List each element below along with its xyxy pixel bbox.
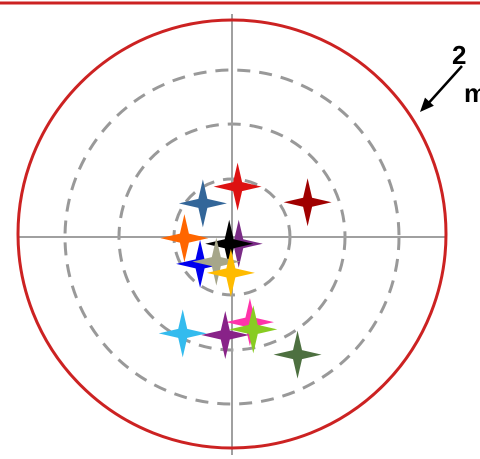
- marker-light-green: [229, 305, 278, 354]
- marker-blue: [176, 239, 225, 288]
- marker-steel-blue: [178, 179, 227, 228]
- marker-black: [205, 219, 254, 268]
- marker-group: [158, 162, 332, 379]
- marker-violet: [201, 311, 250, 359]
- outer-boundary-ring: [16, 18, 448, 450]
- marker-tan: [192, 237, 241, 286]
- marker-dark-red: [283, 178, 332, 227]
- marker-dark-green: [273, 330, 322, 379]
- marker-red: [213, 162, 262, 211]
- marker-sky-blue: [158, 309, 207, 358]
- marker-gold: [206, 248, 255, 297]
- marker-orange: [160, 214, 209, 263]
- arrow-icon: [420, 65, 463, 112]
- distance-label-unit: m: [464, 78, 480, 108]
- distance-label-number: 2: [452, 40, 467, 70]
